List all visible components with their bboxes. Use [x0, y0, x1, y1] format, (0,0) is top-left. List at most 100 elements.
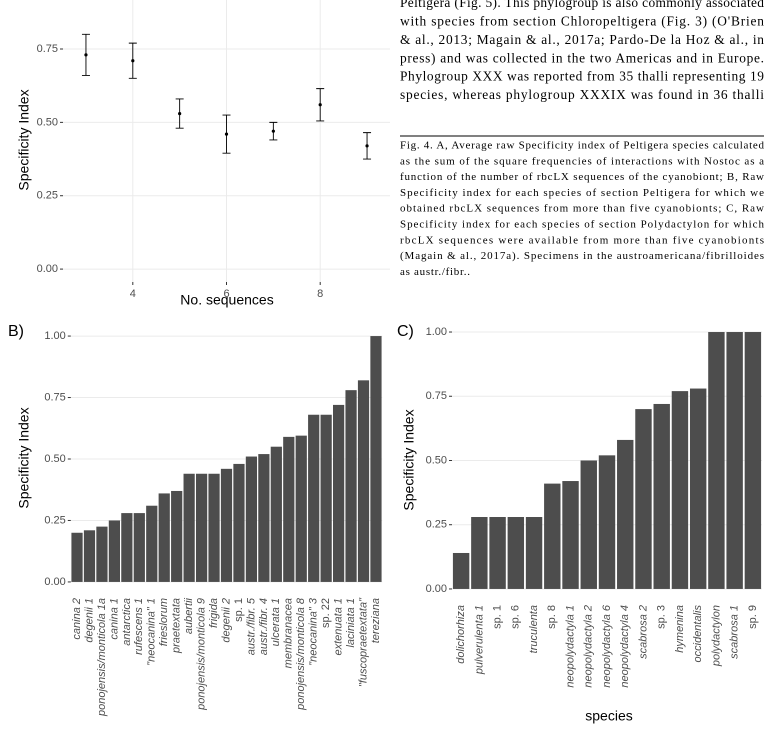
y-tick-label: 0.00: [37, 263, 58, 275]
bar: [295, 435, 307, 582]
x-tick-label: 6: [223, 288, 229, 300]
x-tick-label: austr./fibr. 4: [258, 598, 270, 655]
bar: [121, 513, 133, 582]
bar: [489, 517, 506, 589]
x-tick-label: ponojensis/monticola 1a: [96, 598, 108, 717]
body-line: press) and was collected in the two Amer…: [400, 50, 764, 65]
y-tick-label: 0.50: [426, 454, 447, 466]
y-tick-label: 0.50: [37, 116, 58, 128]
y-tick-label: 0.00: [44, 576, 65, 588]
x-tick-label: praetextata: [171, 598, 183, 654]
bar: [653, 403, 670, 589]
caption-line: rbcLX sequences were available from more…: [400, 234, 764, 246]
bar: [370, 336, 382, 582]
point: [224, 132, 229, 136]
caption-line: (Magain & al., 2017a). Specimens in the …: [400, 250, 764, 262]
x-tick-label: dolichorhiza: [455, 605, 467, 664]
bar: [320, 414, 332, 582]
bar: [726, 332, 743, 589]
x-axis-title: No. sequences: [180, 292, 273, 308]
x-tick-label: tereziana: [370, 598, 382, 643]
bar: [108, 520, 121, 582]
y-axis-title: Specificity Index: [401, 409, 417, 510]
x-tick-label: ponojensis/monticola 8: [295, 597, 307, 711]
x-tick-label: scabrosa 2: [637, 605, 649, 659]
bar: [146, 505, 158, 582]
x-tick-label: neopolydactyla 2: [583, 605, 595, 688]
caption-line: obtained rbcLX sequences from more than …: [400, 203, 764, 215]
point: [131, 59, 135, 63]
bar: [598, 455, 616, 589]
bar: [158, 493, 170, 582]
body-line: Phylogroup XXX was reported from 35 thal…: [400, 69, 764, 84]
bar: [332, 404, 345, 582]
x-tick-label: canina 1: [108, 598, 120, 640]
x-tick-label: neopolydactyla 6: [601, 604, 613, 687]
bar: [357, 380, 370, 582]
x-axis-title: species: [585, 708, 632, 724]
x-tick-label: degenii 2: [220, 598, 232, 643]
x-tick-label: hymenina: [674, 605, 686, 653]
bar: [544, 483, 561, 589]
x-tick-label: scabrosa 1: [729, 605, 741, 659]
x-tick-label: frigida: [208, 598, 220, 628]
caption-line: Specificity index for each species of se…: [400, 219, 765, 231]
bar: [258, 454, 270, 582]
x-tick-label: membranacea: [283, 598, 295, 668]
y-tick-label: 1.00: [44, 330, 65, 342]
x-tick-label: ulcerata 1: [270, 598, 282, 646]
bar: [171, 490, 183, 582]
x-tick-label: neopolydactyla 1: [564, 605, 576, 688]
bar: [635, 409, 652, 589]
point: [271, 129, 275, 133]
bar: [220, 468, 233, 582]
bar: [283, 436, 295, 582]
caption-line: as the sum of the square frequencies of …: [400, 155, 764, 167]
bar: [671, 391, 689, 589]
bar: [96, 526, 108, 582]
x-tick-label: "neocanina" 1: [146, 598, 158, 666]
point: [178, 111, 182, 116]
x-tick-label: frieslorum: [158, 598, 170, 646]
y-tick-label: 0.00: [426, 583, 447, 595]
x-tick-label: sp. 3: [656, 605, 668, 629]
y-tick-label: 1.00: [426, 326, 447, 338]
body-line: with species from section Chloropeltiger…: [400, 13, 764, 28]
bar: [71, 532, 83, 582]
x-tick-label: sp. 1: [233, 598, 245, 622]
x-tick-label: truculenta: [528, 605, 540, 653]
x-tick-label: sp. 9: [747, 605, 759, 629]
bar: [507, 517, 525, 589]
y-tick-label: 0.75: [44, 391, 65, 403]
chart: 0.00 0.25 0.50 0.75 1.00 Specificity Index spe…: [397, 323, 762, 724]
x-tick-label: aubertii: [183, 597, 195, 634]
point: [84, 53, 88, 57]
caption-line: Specificity index for each species of se…: [400, 187, 764, 199]
x-tick-label: sp. 6: [510, 605, 522, 629]
x-tick-label: ponojensis/monticola 9: [195, 598, 207, 711]
bar: [471, 517, 488, 589]
bar: [183, 473, 195, 582]
y-tick-label: 0.75: [426, 390, 447, 402]
y-tick-label: 0.25: [426, 519, 447, 531]
caption-line: as austr./fibr..: [400, 266, 470, 278]
point: [365, 144, 369, 148]
y-axis-title: Specificity Index: [16, 89, 32, 190]
x-tick-label: canina 2: [71, 598, 83, 640]
body-line: species, whereas phylogroup XXXIX was fo…: [400, 87, 764, 102]
x-tick-label: polydactylon: [710, 605, 722, 667]
x-tick-label: extenuata 1: [333, 598, 345, 656]
chart: 0.00 0.25 0.50 0.75 Specificity Index No. seq…: [16, 0, 390, 308]
bar: [208, 473, 220, 582]
x-tick-label: degenii 1: [83, 598, 95, 643]
x-tick-label: antarctica: [121, 598, 133, 646]
x-tick-label: rufescens 1: [133, 598, 145, 655]
chart: 0.00 0.25 0.50 0.75 1.00 Specificity Index B) c…: [8, 323, 383, 717]
x-tick-label: occidentalis: [692, 605, 704, 663]
x-tick-label: laciniata 1: [345, 598, 357, 648]
x-tick-label: sp. 1: [491, 605, 503, 629]
point: [318, 103, 322, 107]
x-tick-label: 4: [130, 288, 136, 300]
bar: [580, 460, 597, 589]
